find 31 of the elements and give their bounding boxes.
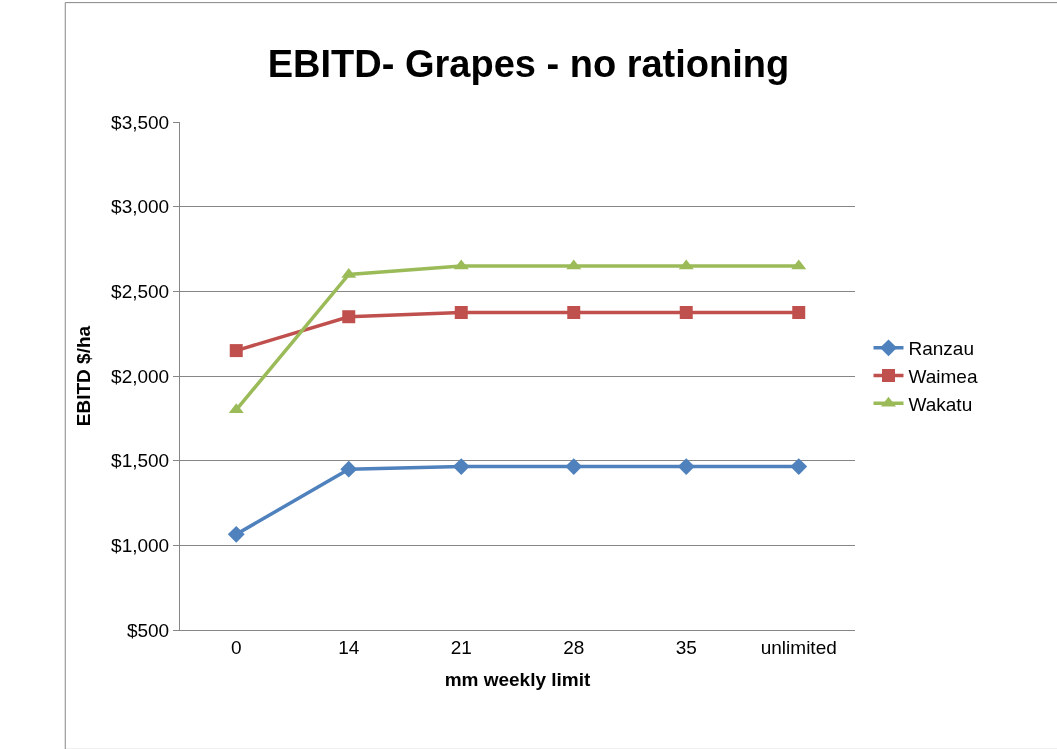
x-tick-label: 14 — [338, 636, 360, 658]
point — [229, 344, 243, 358]
y-axis-title: EBITD $/ha — [72, 325, 94, 427]
y-tick-label: $3,000 — [111, 196, 170, 218]
y-tick-label: $3,500 — [111, 111, 170, 133]
y-tick-label: $1,000 — [111, 534, 170, 556]
point — [342, 310, 356, 324]
legend-label: Wakatu — [908, 393, 973, 415]
point — [679, 306, 693, 319]
point — [565, 458, 583, 476]
x-tick-label: 21 — [450, 636, 472, 658]
point — [790, 458, 808, 476]
x-axis-title: mm weekly limit — [444, 668, 592, 690]
x-tick-label: 35 — [675, 636, 697, 658]
point — [792, 306, 806, 319]
legend-label: Ranzau — [908, 338, 974, 360]
point — [452, 458, 470, 476]
x-tick-label: 28 — [563, 636, 585, 658]
x-tick-label: unlimited — [760, 636, 837, 658]
y-tick-label: $2,500 — [111, 280, 170, 302]
point — [454, 306, 468, 319]
point — [227, 525, 245, 543]
point — [567, 306, 581, 319]
legend-label: Waimea — [908, 365, 978, 387]
y-tick-label: $2,000 — [111, 365, 170, 387]
point — [677, 458, 695, 476]
point — [340, 460, 358, 478]
y-tick-label: $500 — [126, 619, 170, 641]
x-tick-label: 0 — [230, 636, 242, 658]
y-tick-label: $1,500 — [111, 450, 170, 472]
chart-title: EBITD- Grapes - no rationing — [267, 42, 790, 85]
